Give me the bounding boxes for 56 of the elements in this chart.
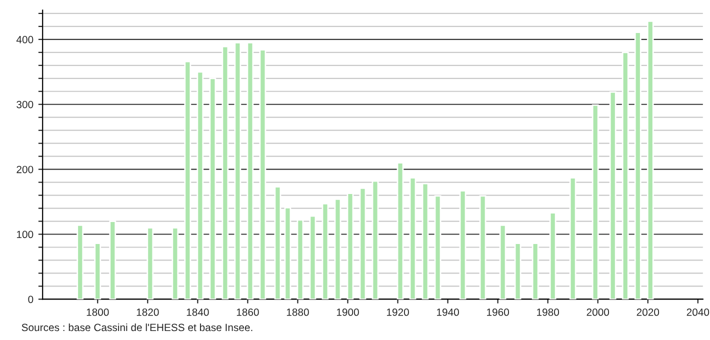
bar [499,224,506,300]
bar [76,224,84,300]
bar [184,60,192,300]
bar [172,227,179,300]
bar [549,212,556,300]
bar [569,177,576,300]
y-tick-label: 300 [16,100,34,108]
bar [514,242,522,300]
bar [109,220,116,300]
x-tick-label: 1800 [86,308,109,316]
bar [284,206,292,300]
x-tick-label: 2040 [686,308,710,316]
x-tick-label: 1840 [186,308,209,316]
bar [209,78,216,300]
bar [409,177,416,300]
y-tick-label: 100 [16,230,34,238]
bar [532,242,539,300]
x-tick-label: 1900 [336,308,359,316]
bar [222,46,229,300]
source-note: Sources : base Cassini de l'EHESS et base Insee. [22,323,252,332]
bar [479,195,486,300]
y-tick-label: 400 [16,36,34,44]
bar [609,91,616,300]
bar [359,187,366,300]
x-tick-label: 1920 [386,308,409,316]
bar [94,242,102,300]
bar [196,71,204,300]
x-tick-label: 2020 [636,308,660,316]
bar [434,195,442,300]
x-tick-label: 1820 [136,308,159,316]
x-tick-label: 2000 [586,308,610,316]
bar [422,182,429,300]
bar [346,192,354,300]
x-tick-label: 1940 [436,308,459,316]
bar [234,42,242,300]
x-tick-label: 1860 [236,308,259,316]
bar [296,219,304,300]
x-tick-label: 1880 [286,308,309,316]
bar [459,190,466,300]
bar [246,42,254,300]
x-tick-label: 1960 [487,308,509,316]
bar [634,32,642,300]
bar [334,198,342,300]
bar [259,49,266,300]
bar [274,186,282,300]
bar [309,215,316,300]
x-tick-label: 1980 [537,308,560,316]
bar [646,20,654,300]
bar [622,52,629,300]
y-tick-label: 0 [28,296,34,304]
bar [146,227,154,300]
bar [592,104,599,300]
bar [322,203,329,300]
bar [372,180,379,300]
bar [396,162,404,300]
y-tick-label: 200 [16,166,34,174]
